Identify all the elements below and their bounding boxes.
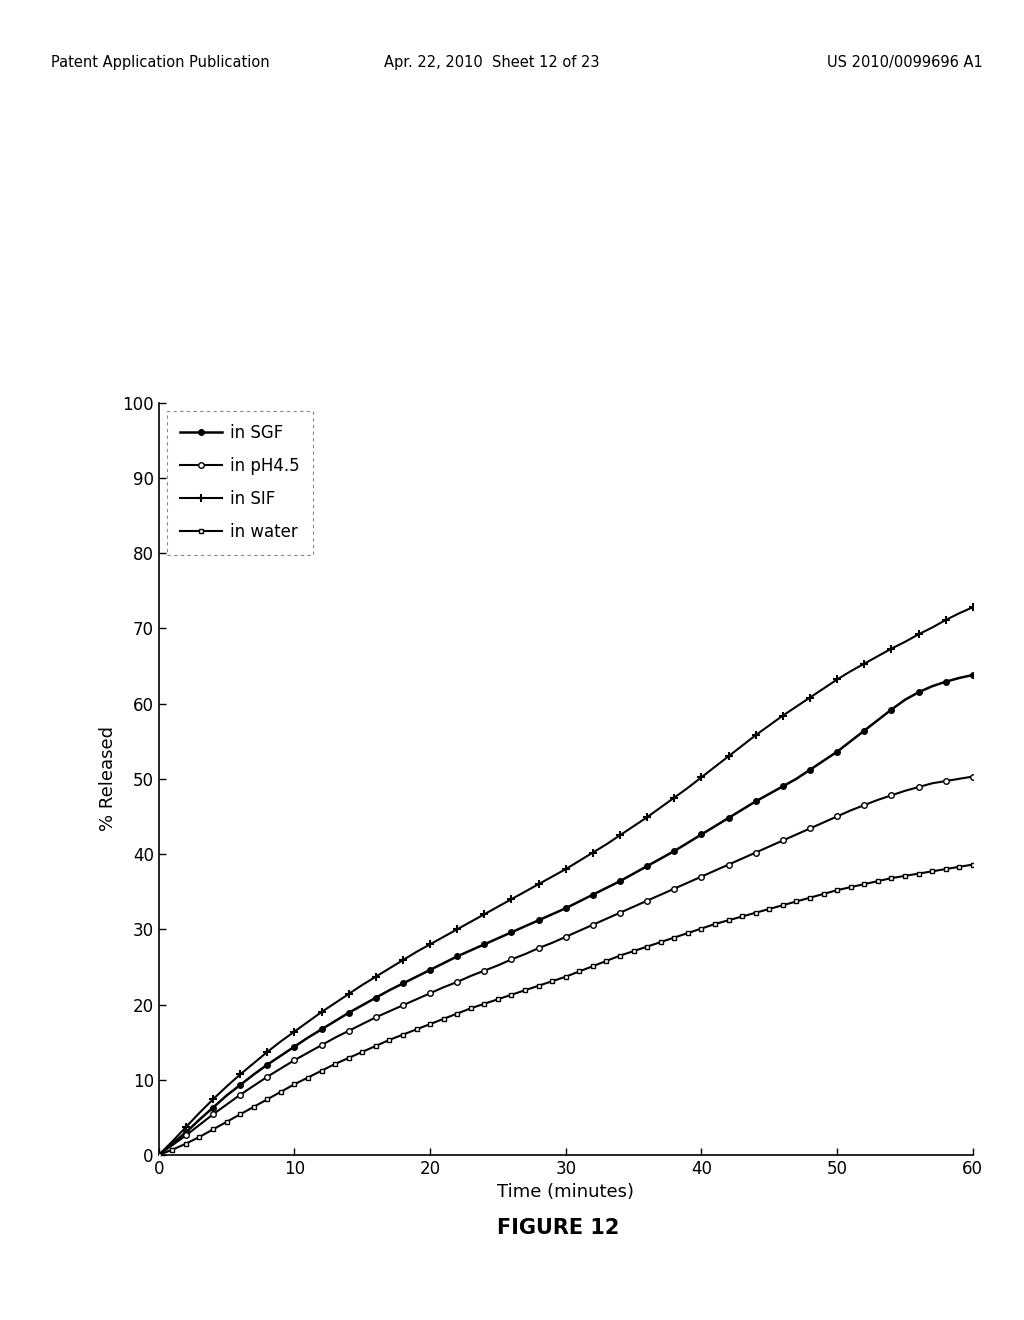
in water bbox=[858, 876, 870, 892]
in pH4.5 bbox=[967, 768, 979, 784]
in water bbox=[641, 939, 653, 954]
in SIF bbox=[858, 656, 870, 672]
in water bbox=[587, 958, 599, 974]
in pH4.5 bbox=[315, 1038, 328, 1053]
in pH4.5 bbox=[342, 1023, 354, 1039]
Text: FIGURE 12: FIGURE 12 bbox=[497, 1217, 620, 1238]
Text: Apr. 22, 2010  Sheet 12 of 23: Apr. 22, 2010 Sheet 12 of 23 bbox=[384, 55, 599, 70]
in SGF bbox=[587, 887, 599, 903]
in SIF bbox=[342, 986, 354, 1002]
X-axis label: Time (minutes): Time (minutes) bbox=[498, 1184, 634, 1201]
in water bbox=[315, 1063, 328, 1078]
in water bbox=[967, 857, 979, 873]
in SIF bbox=[587, 845, 599, 861]
Legend: in SGF, in pH4.5, in SIF, in water: in SGF, in pH4.5, in SIF, in water bbox=[167, 411, 313, 554]
in pH4.5 bbox=[437, 979, 450, 995]
Text: US 2010/0099696 A1: US 2010/0099696 A1 bbox=[827, 55, 983, 70]
Line: in SIF: in SIF bbox=[155, 603, 977, 1159]
in SGF bbox=[967, 667, 979, 682]
in SGF bbox=[153, 1147, 165, 1163]
Y-axis label: % Released: % Released bbox=[98, 726, 117, 832]
in water bbox=[342, 1049, 354, 1065]
in pH4.5 bbox=[587, 917, 599, 933]
in SIF bbox=[641, 809, 653, 825]
Line: in water: in water bbox=[157, 862, 975, 1158]
in SGF bbox=[315, 1022, 328, 1038]
in SGF bbox=[342, 1005, 354, 1020]
in SIF bbox=[153, 1147, 165, 1163]
in SIF bbox=[967, 599, 979, 615]
in SGF bbox=[437, 956, 450, 972]
Line: in pH4.5: in pH4.5 bbox=[156, 774, 976, 1158]
in pH4.5 bbox=[153, 1147, 165, 1163]
Line: in SGF: in SGF bbox=[156, 672, 976, 1158]
in pH4.5 bbox=[641, 892, 653, 908]
Text: Patent Application Publication: Patent Application Publication bbox=[51, 55, 270, 70]
in SGF bbox=[858, 723, 870, 739]
in SGF bbox=[641, 858, 653, 874]
in water bbox=[437, 1011, 450, 1027]
in SIF bbox=[437, 929, 450, 945]
in water bbox=[153, 1147, 165, 1163]
in SIF bbox=[315, 1005, 328, 1020]
in pH4.5 bbox=[858, 797, 870, 813]
